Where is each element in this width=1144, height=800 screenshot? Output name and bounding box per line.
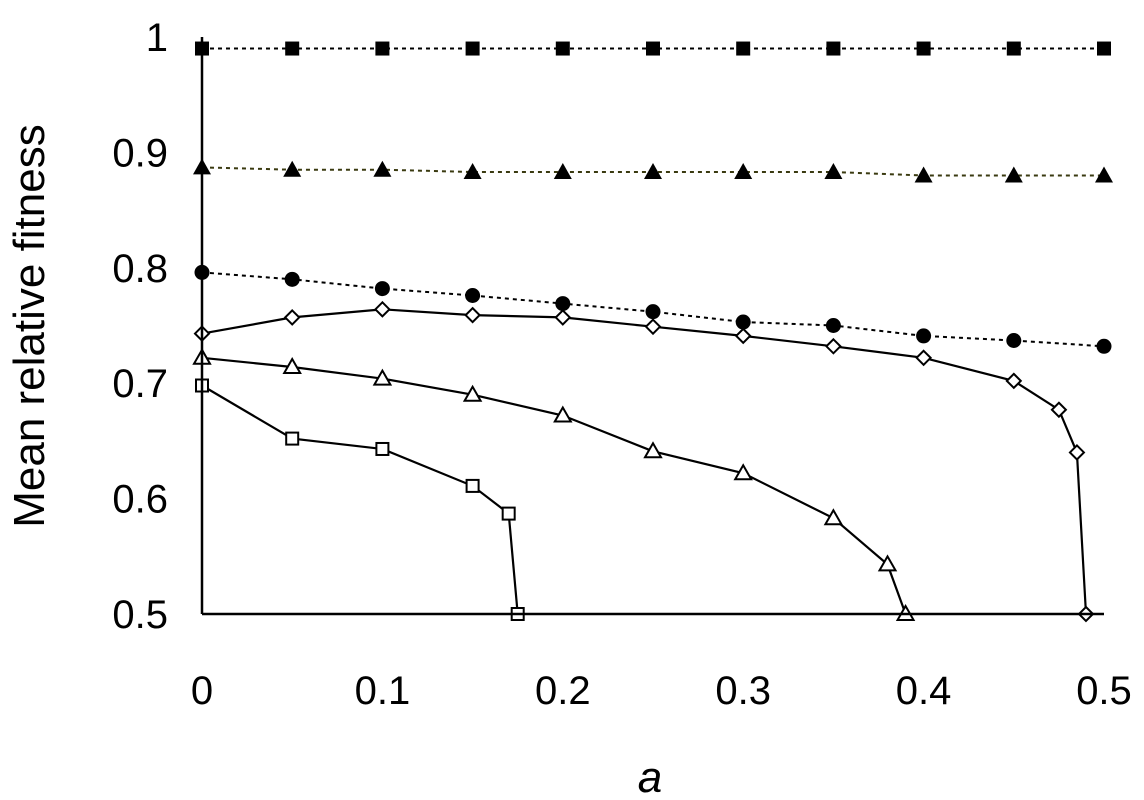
data-point [465,287,481,303]
y-tick-label: 0.8 [112,247,168,291]
data-point [1097,41,1111,56]
data-point [643,441,663,459]
y-axis-title: Mean relative fitness [5,124,54,528]
x-tick-label: 0.1 [355,669,411,713]
data-point [735,314,751,330]
data-point [1096,338,1112,354]
data-point [736,41,751,56]
data-point [283,160,302,177]
data-point [555,41,570,56]
data-point [733,463,753,481]
data-point [734,163,753,180]
tick-labels: 0 0.1 0.2 0.3 0.4 0.5 0.5 0.6 0.7 0.8 0.9 1 [112,16,1131,713]
data-point [877,554,898,572]
series-line [201,356,907,615]
data-point [645,304,661,320]
x-tick-label: 0 [191,669,213,713]
data-point [283,309,301,326]
data-point [285,431,300,446]
data-point [1006,41,1021,56]
series-2 [194,264,1112,354]
data-point [463,163,482,180]
data-point [916,41,931,56]
data-point [284,271,300,287]
data-point [826,41,841,56]
series-layer [192,41,1113,623]
data-point [1095,166,1113,183]
data-point [465,41,480,56]
y-tick-label: 0.5 [112,593,168,637]
data-point [372,368,393,386]
data-point [554,309,572,326]
series-line [201,384,519,615]
data-point [501,506,516,521]
data-point [282,357,302,375]
data-point [375,41,390,56]
x-tick-label: 0.5 [1076,669,1132,713]
series-line [201,271,1105,348]
data-point [825,318,841,333]
data-point [1068,444,1086,461]
y-tick-label: 1 [146,16,168,60]
data-point [553,405,573,423]
series-3 [193,300,1095,623]
data-point [374,281,390,297]
data-point [375,441,390,456]
series-5 [195,378,525,621]
x-tick-label: 0.4 [896,669,952,713]
series-0 [195,41,1111,56]
data-point [462,384,483,402]
data-point [823,508,844,526]
data-point [915,349,933,367]
series-line [201,308,1088,615]
data-point [465,478,480,493]
data-point [464,306,482,324]
data-point [824,337,842,355]
data-point [914,166,933,183]
series-4 [192,347,916,621]
data-point [916,328,932,344]
data-point [553,163,572,180]
series-1 [193,158,1113,183]
x-tick-label: 0.3 [715,669,771,713]
data-point [1006,333,1022,349]
x-axis-title: a [638,753,662,800]
data-point [646,41,660,56]
data-point [644,318,662,336]
data-point [373,160,392,177]
data-point [285,41,300,56]
data-point [1005,372,1023,390]
data-point [644,163,662,180]
axes [200,37,1104,616]
data-point [734,327,752,345]
data-point [1050,401,1068,419]
y-tick-label: 0.7 [112,362,168,406]
data-point [1004,166,1023,183]
data-point [373,300,391,318]
y-tick-label: 0.6 [112,478,168,522]
data-point [555,296,571,312]
y-tick-label: 0.9 [112,131,168,175]
data-point [824,163,843,180]
x-tick-label: 0.2 [535,669,591,713]
